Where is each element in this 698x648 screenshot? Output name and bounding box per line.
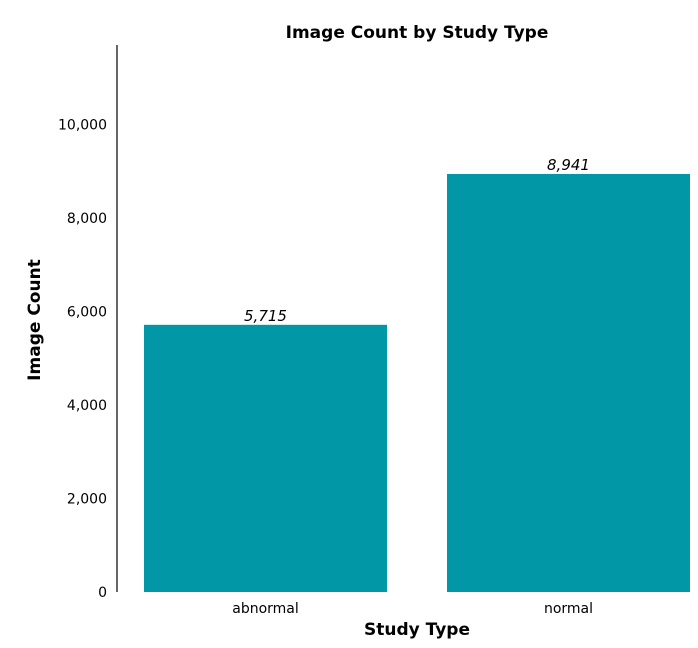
y-tick-label: 0	[98, 585, 107, 601]
x-axis-label: Study Type	[364, 620, 470, 640]
y-tick-label: 4,000	[67, 398, 107, 414]
data-label-abnormal: 5,715	[244, 307, 287, 325]
y-tick-label: 8,000	[67, 211, 107, 227]
y-tick-label: 2,000	[67, 491, 107, 507]
x-tick-label-normal: normal	[544, 601, 593, 617]
x-tick-label-abnormal: abnormal	[232, 601, 299, 617]
y-tick-label: 6,000	[67, 304, 107, 320]
y-axis-ticks: 0 2,000 4,000 6,000 8,000 10,000	[58, 117, 107, 601]
bar-normal	[447, 173, 690, 593]
bar-abnormal	[144, 324, 387, 592]
data-labels-layer: 5,715 8,941	[244, 156, 590, 325]
bars-layer	[144, 173, 690, 593]
y-axis-label: Image Count	[25, 259, 45, 381]
x-axis-ticks: abnormal normal	[232, 601, 593, 617]
chart-title: Image Count by Study Type	[286, 23, 549, 43]
data-label-normal: 8,941	[547, 156, 590, 174]
y-tick-label: 10,000	[58, 117, 107, 133]
